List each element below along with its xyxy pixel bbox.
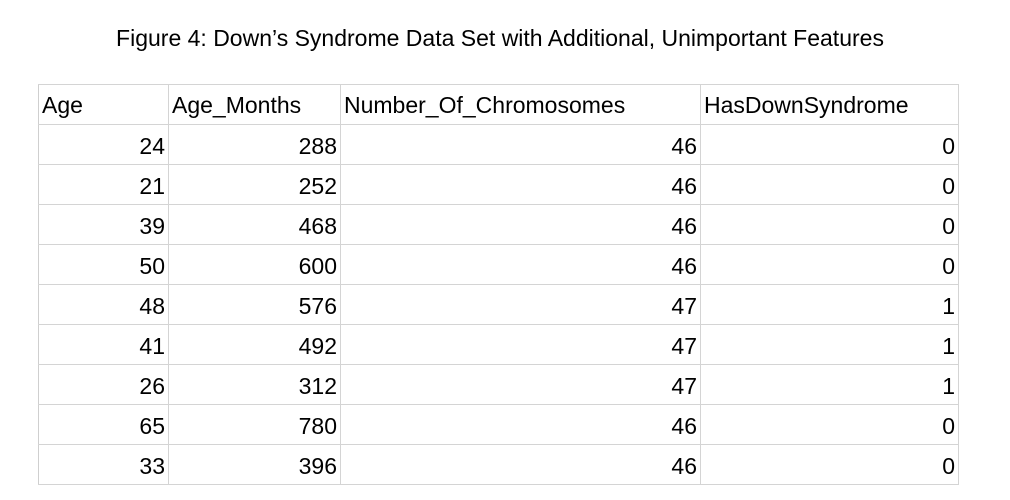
table-row: 26 312 47 1 — [38, 364, 959, 405]
cell-age[interactable]: 41 — [38, 324, 169, 365]
table-row: 50 600 46 0 — [38, 244, 959, 285]
cell-age[interactable]: 26 — [38, 364, 169, 405]
table-row: 41 492 47 1 — [38, 324, 959, 365]
cell-age-months[interactable]: 396 — [168, 444, 341, 485]
column-header-has-down-syndrome[interactable]: HasDownSyndrome — [700, 84, 959, 125]
cell-number-of-chromosomes[interactable]: 47 — [340, 364, 701, 405]
cell-has-down-syndrome[interactable]: 0 — [700, 244, 959, 285]
cell-number-of-chromosomes[interactable]: 46 — [340, 244, 701, 285]
cell-number-of-chromosomes[interactable]: 46 — [340, 444, 701, 485]
cell-age[interactable]: 39 — [38, 204, 169, 245]
cell-age[interactable]: 21 — [38, 164, 169, 205]
table-row: 33 396 46 0 — [38, 444, 959, 485]
cell-number-of-chromosomes[interactable]: 47 — [340, 324, 701, 365]
cell-age-months[interactable]: 492 — [168, 324, 341, 365]
cell-number-of-chromosomes[interactable]: 46 — [340, 204, 701, 245]
cell-age[interactable]: 65 — [38, 404, 169, 445]
cell-has-down-syndrome[interactable]: 1 — [700, 284, 959, 325]
cell-number-of-chromosomes[interactable]: 47 — [340, 284, 701, 325]
column-header-age[interactable]: Age — [38, 84, 169, 125]
cell-age-months[interactable]: 252 — [168, 164, 341, 205]
cell-has-down-syndrome[interactable]: 1 — [700, 364, 959, 405]
cell-has-down-syndrome[interactable]: 0 — [700, 124, 959, 165]
cell-number-of-chromosomes[interactable]: 46 — [340, 164, 701, 205]
cell-number-of-chromosomes[interactable]: 46 — [340, 404, 701, 445]
table-row: 24 288 46 0 — [38, 124, 959, 165]
cell-age[interactable]: 50 — [38, 244, 169, 285]
cell-age[interactable]: 33 — [38, 444, 169, 485]
cell-has-down-syndrome[interactable]: 0 — [700, 404, 959, 445]
cell-age-months[interactable]: 576 — [168, 284, 341, 325]
figure-caption: Figure 4: Down’s Syndrome Data Set with … — [116, 25, 884, 51]
cell-age-months[interactable]: 780 — [168, 404, 341, 445]
table-row: 48 576 47 1 — [38, 284, 959, 325]
cell-age-months[interactable]: 468 — [168, 204, 341, 245]
cell-has-down-syndrome[interactable]: 1 — [700, 324, 959, 365]
cell-has-down-syndrome[interactable]: 0 — [700, 444, 959, 485]
table-row: 39 468 46 0 — [38, 204, 959, 245]
cell-has-down-syndrome[interactable]: 0 — [700, 164, 959, 205]
cell-age[interactable]: 48 — [38, 284, 169, 325]
table-row: 65 780 46 0 — [38, 404, 959, 445]
cell-age-months[interactable]: 288 — [168, 124, 341, 165]
cell-age-months[interactable]: 312 — [168, 364, 341, 405]
table-row: 21 252 46 0 — [38, 164, 959, 205]
table-body: Age Age_Months Number_Of_Chromosomes Has… — [38, 84, 959, 485]
header-row: Age Age_Months Number_Of_Chromosomes Has… — [38, 84, 959, 125]
cell-has-down-syndrome[interactable]: 0 — [700, 204, 959, 245]
cell-age-months[interactable]: 600 — [168, 244, 341, 285]
data-table: Age Age_Months Number_Of_Chromosomes Has… — [38, 84, 959, 485]
column-header-age-months[interactable]: Age_Months — [168, 84, 341, 125]
cell-number-of-chromosomes[interactable]: 46 — [340, 124, 701, 165]
cell-age[interactable]: 24 — [38, 124, 169, 165]
column-header-number-of-chromosomes[interactable]: Number_Of_Chromosomes — [340, 84, 701, 125]
